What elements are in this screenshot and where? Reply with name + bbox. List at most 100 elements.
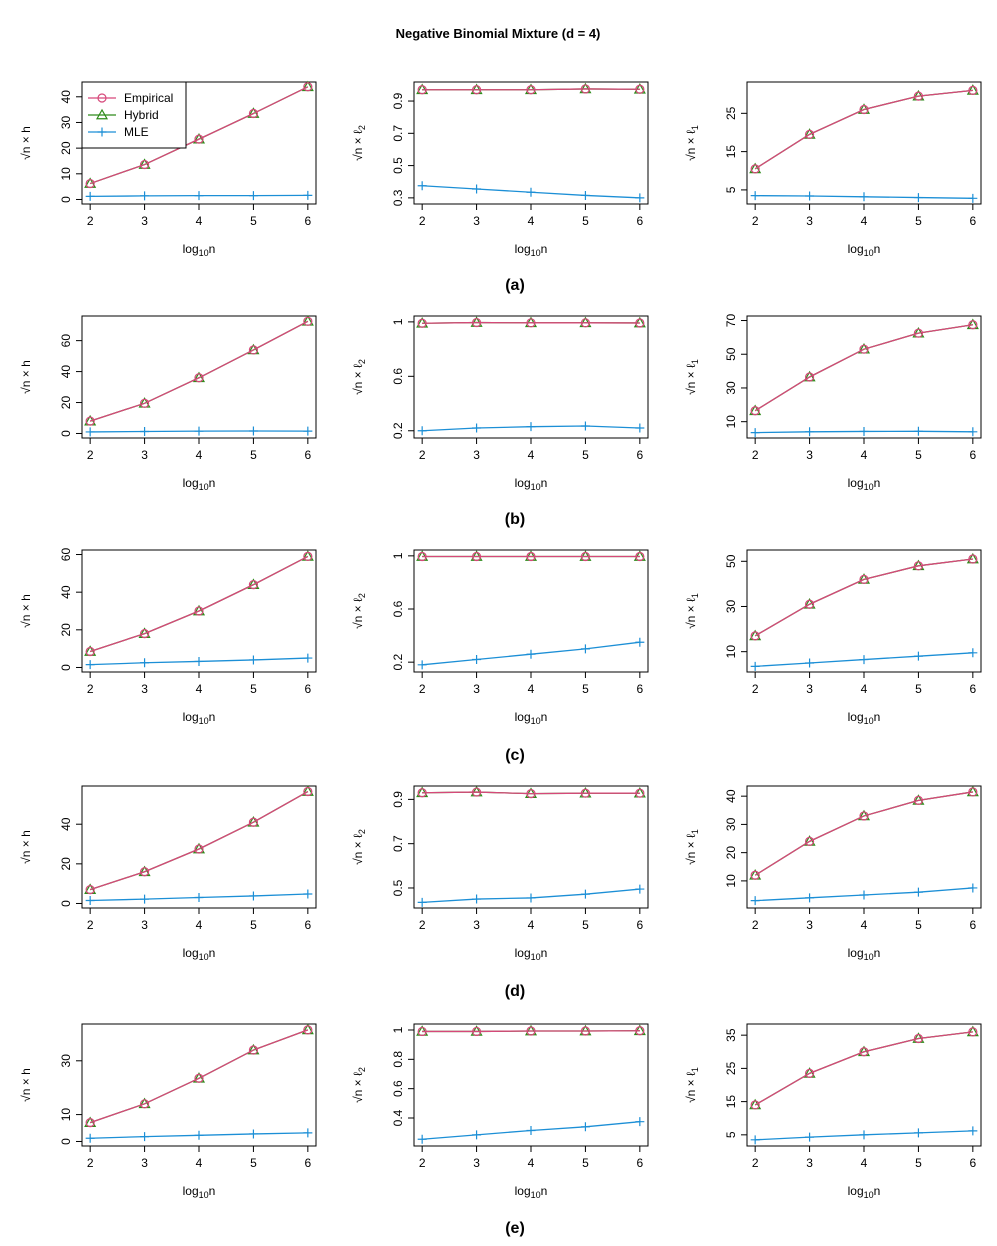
- x-label-sub: 10: [531, 482, 541, 492]
- mle-point-4: [303, 1128, 313, 1138]
- x-tick-label: 2: [419, 448, 426, 462]
- mle-point-3: [913, 1128, 923, 1138]
- y-axis-label: √n × ℓ1: [684, 593, 700, 629]
- empirical-point-2: [859, 811, 869, 821]
- empirical-point-2: [526, 551, 536, 562]
- empirical-point-1: [471, 85, 482, 95]
- empirical-point-2: [859, 574, 869, 584]
- mle-point-0: [85, 660, 95, 670]
- hybrid-point-legend: [95, 108, 109, 120]
- y-label-ell: × ℓ: [684, 1072, 698, 1090]
- x-tick-label: 6: [636, 682, 643, 696]
- empirical-point-1: [804, 129, 815, 139]
- x-axis-label: log10n: [515, 242, 548, 258]
- empirical-point-4: [968, 787, 978, 797]
- panel-label-2: (b): [505, 511, 525, 528]
- x-tick-label: 3: [473, 214, 480, 228]
- x-tick-label: 2: [752, 1156, 759, 1170]
- y-tick-label: 40: [724, 789, 738, 803]
- x-label-n: n: [541, 242, 548, 256]
- mle-point-1: [472, 184, 482, 194]
- mle-point-1: [472, 894, 482, 904]
- mle-point-0: [417, 1134, 427, 1144]
- hybrid-series-line: [754, 324, 973, 412]
- empirical-point-3: [248, 1045, 259, 1055]
- x-tick-label: 2: [419, 214, 426, 228]
- x-label-sub: 10: [199, 952, 209, 962]
- y-label-ell: × ℓ: [684, 598, 698, 616]
- empirical-point-0: [750, 870, 760, 880]
- x-tick-label: 5: [915, 1156, 922, 1170]
- empirical-series-line: [754, 1031, 973, 1106]
- empirical-series-line: [89, 790, 309, 891]
- y-tick-label: 0.6: [391, 1080, 405, 1097]
- x-tick-label: 3: [141, 682, 148, 696]
- empirical-point-4: [635, 1026, 645, 1036]
- x-label-sub: 10: [531, 952, 541, 962]
- empirical-point-3: [580, 318, 591, 328]
- y-tick-label: 5: [724, 1131, 738, 1138]
- mle-point-0: [417, 660, 427, 670]
- x-tick-label: 5: [250, 448, 257, 462]
- x-tick-label: 3: [141, 1156, 148, 1170]
- empirical-point-4: [968, 1027, 978, 1037]
- y-tick-label: 15: [724, 145, 738, 159]
- x-tick-label: 5: [915, 448, 922, 462]
- y-tick-label: 30: [59, 115, 73, 129]
- hybrid-series-line: [89, 1029, 309, 1124]
- empirical-point-3: [580, 788, 591, 798]
- y-label-sqrt: √n: [684, 382, 698, 395]
- x-tick-label: 3: [473, 448, 480, 462]
- y-label-sqrt: √n: [351, 616, 365, 629]
- x-tick-label: 5: [250, 1156, 257, 1170]
- y-tick-label: 30: [724, 817, 738, 831]
- x-label-n: n: [874, 242, 881, 256]
- y-tick-label: 50: [724, 347, 738, 361]
- mle-point-3: [580, 421, 590, 431]
- x-tick-label: 6: [636, 1156, 643, 1170]
- empirical-point-1: [471, 1026, 482, 1037]
- mle-point-0: [417, 426, 427, 436]
- x-tick-label: 4: [196, 918, 203, 932]
- empirical-point-3: [913, 91, 924, 101]
- empirical-point-2: [194, 134, 204, 144]
- mle-point-2: [194, 893, 204, 903]
- empirical-point-0: [85, 178, 95, 189]
- mle-point-3: [248, 426, 258, 436]
- legend: Empirical Hybrid MLE: [81, 81, 187, 149]
- x-tick-label: 5: [250, 682, 257, 696]
- empirical-point-0: [417, 1026, 427, 1037]
- x-tick-label: 6: [969, 448, 976, 462]
- x-tick-label: 2: [87, 214, 94, 228]
- x-axis-label: log10n: [848, 946, 881, 962]
- x-label-n: n: [209, 242, 216, 256]
- legend-label-empirical: Empirical: [124, 91, 173, 105]
- x-tick-label: 6: [636, 918, 643, 932]
- y-label-ell-sub: 2: [357, 359, 367, 364]
- y-tick-label: 10: [724, 874, 738, 888]
- x-axis-label: log10n: [848, 710, 881, 726]
- empirical-point-3: [248, 108, 259, 119]
- plot-frame: [413, 315, 649, 439]
- x-tick-label: 4: [528, 918, 535, 932]
- plot-frame: [413, 785, 649, 909]
- y-tick-label: 60: [59, 334, 73, 348]
- y-tick-label: 60: [59, 548, 73, 562]
- mle-point-3: [248, 891, 258, 901]
- hybrid-series-line: [89, 320, 309, 422]
- mle-point-legend: [97, 127, 107, 137]
- mle-point-0: [750, 191, 760, 201]
- x-label-sub: 10: [864, 248, 874, 258]
- empirical-point-1: [804, 836, 815, 846]
- empirical-series-line: [422, 321, 640, 324]
- y-label-h: × h: [19, 1068, 33, 1088]
- x-label-log: log: [183, 1184, 199, 1198]
- x-tick-label: 4: [861, 682, 868, 696]
- y-label-sqrt: √n: [351, 1090, 365, 1103]
- empirical-point-1: [471, 787, 482, 797]
- mle-point-2: [194, 191, 204, 201]
- y-tick-label: 30: [59, 1054, 73, 1068]
